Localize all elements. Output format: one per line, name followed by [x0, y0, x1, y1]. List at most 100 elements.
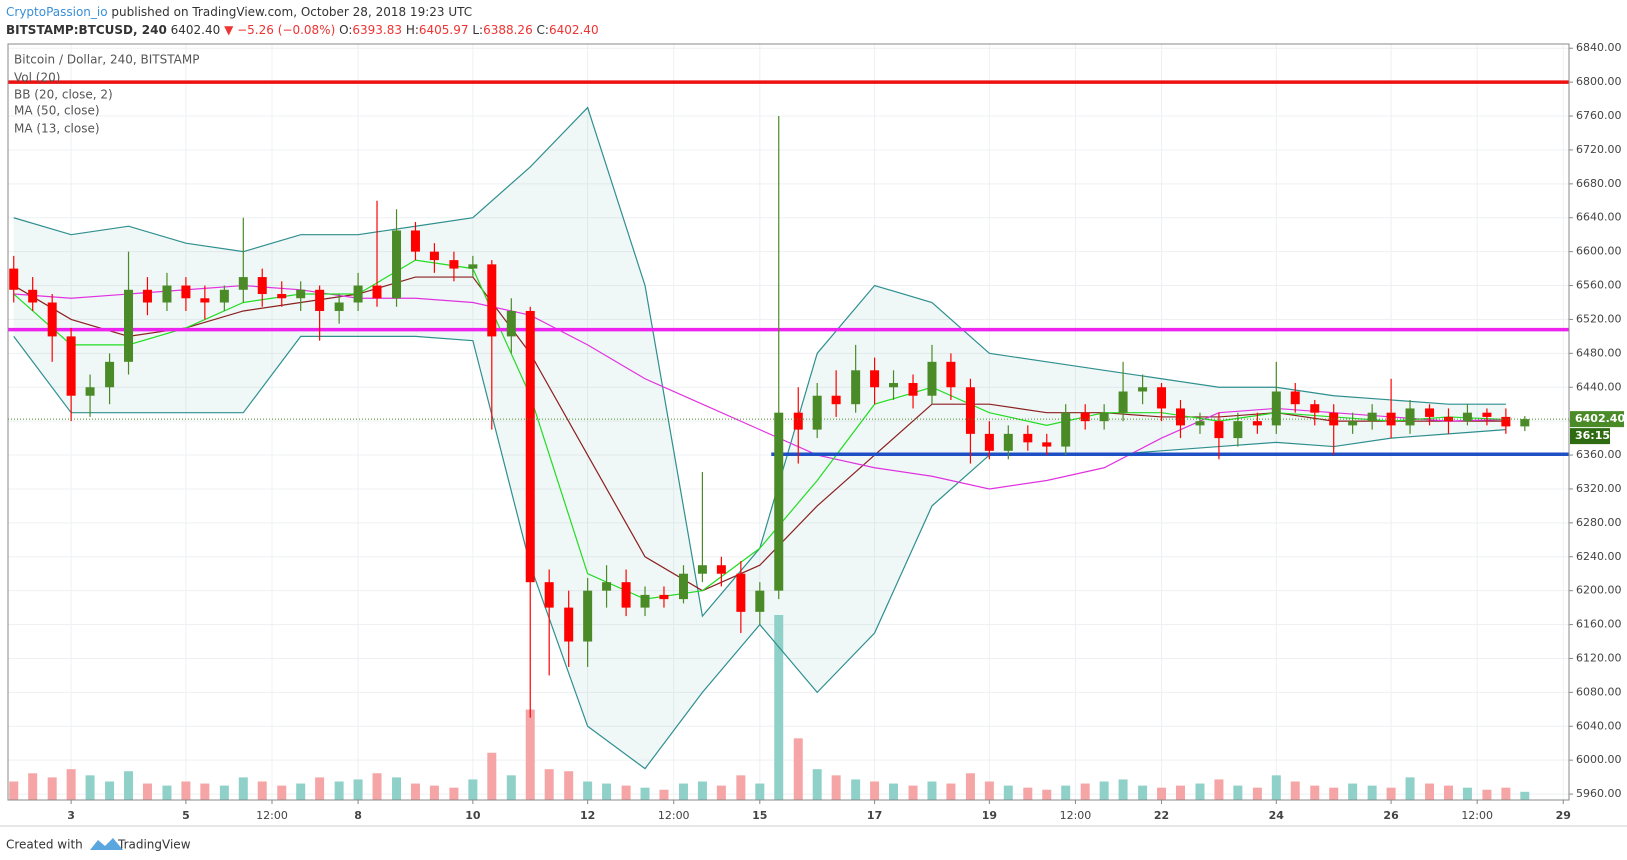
volume-bar	[1329, 787, 1339, 800]
legend-entry: MA (13, close)	[14, 122, 100, 136]
y-tick-label: 6840.00	[1576, 41, 1622, 54]
volume-bar	[927, 781, 937, 800]
legend-entry: BB (20, close, 2)	[14, 88, 113, 102]
candle-body	[602, 582, 612, 591]
legend-entry: MA (50, close)	[14, 104, 100, 118]
candle-body	[200, 298, 210, 303]
volume-bar	[1099, 781, 1109, 800]
candle-body	[277, 294, 287, 299]
candle-body	[1329, 412, 1339, 426]
candle-body	[1042, 442, 1052, 447]
candle-body	[1003, 433, 1013, 451]
h-value: 6405.97	[419, 23, 469, 37]
author[interactable]: CryptoPassion_io	[6, 5, 108, 19]
volume-bar	[468, 779, 478, 800]
last-price-label: 6402.40	[1575, 412, 1625, 425]
y-tick-label: 6800.00	[1576, 75, 1622, 88]
y-tick-label: 6600.00	[1576, 245, 1622, 258]
x-tick-label: 8	[354, 809, 362, 822]
volume-bar	[142, 783, 152, 800]
candle-body	[1138, 387, 1148, 392]
volume-bar	[965, 773, 975, 800]
candle-body	[142, 289, 152, 303]
c-value: 6402.40	[549, 23, 599, 37]
y-tick-label: 6040.00	[1576, 719, 1622, 732]
candle-body	[774, 412, 784, 591]
candle-body	[66, 336, 76, 396]
volume-bar	[602, 783, 612, 800]
candle-body	[1080, 412, 1090, 422]
y-tick-label: 6760.00	[1576, 109, 1622, 122]
candle-body	[1367, 412, 1377, 422]
header-line: CryptoPassion_io published on TradingVie…	[6, 5, 472, 19]
published: published on TradingView.com, October 28…	[111, 5, 472, 19]
volume-bar	[659, 789, 669, 800]
candle-body	[1061, 412, 1071, 447]
candle-body	[1310, 404, 1320, 413]
y-tick-label: 6280.00	[1576, 516, 1622, 529]
y-tick-label: 6120.00	[1576, 651, 1622, 664]
volume-bar	[181, 781, 191, 800]
candle-body	[1023, 433, 1033, 443]
x-tick-label: 24	[1269, 809, 1285, 822]
volume-bar	[831, 775, 841, 800]
volume-bar	[1118, 779, 1128, 800]
candle-body	[257, 277, 267, 295]
candle-body	[525, 310, 535, 583]
candle-body	[315, 289, 325, 311]
candle-body	[1482, 412, 1492, 417]
volume-bar	[257, 781, 267, 800]
volume-bar	[1310, 785, 1320, 800]
x-tick-label: 12	[580, 809, 595, 822]
candle-body	[1271, 391, 1281, 426]
volume-bar	[1520, 791, 1530, 800]
y-tick-label: 6080.00	[1576, 685, 1622, 698]
x-tick-label: 19	[982, 809, 997, 822]
volume-bar	[1462, 787, 1472, 800]
candle-body	[9, 268, 19, 290]
y-tick-label: 6680.00	[1576, 177, 1622, 190]
volume-bar	[946, 783, 956, 800]
candle-body	[716, 565, 726, 574]
candle-body	[1099, 412, 1109, 422]
candle-body	[181, 285, 191, 299]
candle-body	[564, 607, 574, 642]
volume-bar	[755, 783, 765, 800]
volume-bar	[487, 752, 497, 800]
symbol: BITSTAMP:BTCUSD, 240	[6, 23, 167, 37]
candle-body	[1195, 421, 1205, 426]
candle-body	[984, 433, 994, 451]
candle-body	[1348, 421, 1358, 426]
volume-bar	[372, 773, 382, 800]
volume-bar	[1405, 777, 1415, 800]
y-tick-label: 6720.00	[1576, 143, 1622, 156]
volume-bar	[124, 771, 134, 800]
candle-body	[831, 395, 841, 405]
volume-bar	[889, 783, 899, 800]
volume-bar	[1348, 783, 1358, 800]
candle-body	[1501, 416, 1511, 427]
candle-body	[870, 370, 880, 388]
candle-body	[392, 230, 402, 299]
candle-body	[506, 310, 516, 337]
candle-body	[697, 565, 707, 574]
candle-body	[659, 594, 669, 600]
candle-body	[1462, 412, 1472, 422]
candle-body	[946, 361, 956, 388]
x-tick-label: 12:00	[256, 809, 288, 822]
volume-bar	[1214, 779, 1224, 800]
x-tick-label: 12:00	[1461, 809, 1493, 822]
candle-body	[1290, 391, 1300, 405]
volume-bar	[1482, 789, 1492, 800]
volume-bar	[621, 785, 631, 800]
footer-brand[interactable]: TradingView	[117, 838, 191, 852]
candle-body	[1520, 419, 1530, 427]
last: 6402.40	[171, 23, 221, 37]
candle-body	[28, 289, 38, 303]
candle-body	[238, 277, 248, 290]
candle-body	[927, 361, 937, 396]
candle-body	[736, 573, 746, 612]
volume-bar	[1195, 783, 1205, 800]
volume-bar	[870, 781, 880, 800]
